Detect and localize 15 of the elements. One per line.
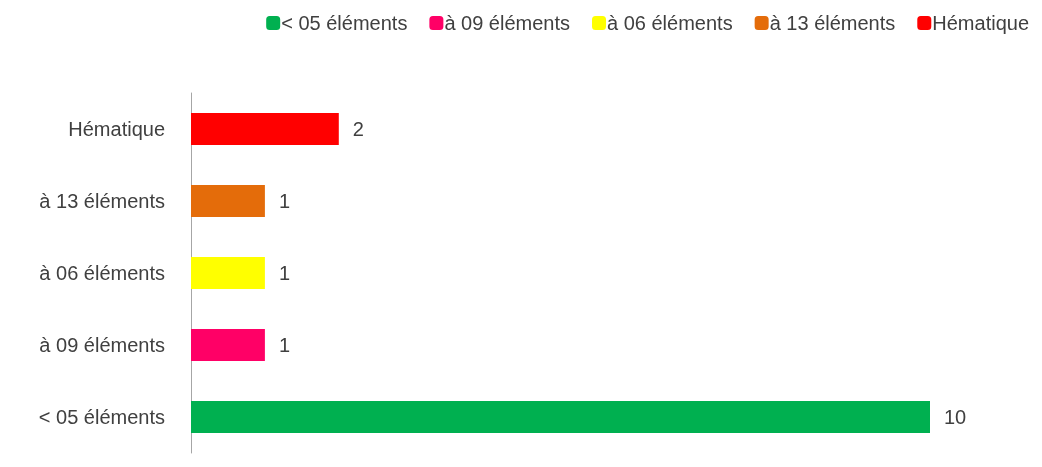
legend-label: Hématique [932,12,1029,34]
y-tick-label: < 05 éléments [38,406,165,428]
y-tick-label: à 06 éléments [39,262,165,284]
data-label: 2 [352,118,364,140]
legend-label: à 06 éléments [607,12,733,34]
y-tick-label: à 09 éléments [39,334,165,356]
data-label: 1 [278,190,291,212]
legend-label: à 09 éléments [444,12,571,34]
data-label: 1 [278,262,291,284]
data-label: 10 [944,406,967,428]
y-tick-label: Hématique [68,118,165,140]
y-tick-label: à 13 éléments [39,190,165,212]
legend-label: à 13 éléments [769,12,896,34]
data-label: 1 [278,334,291,356]
legend-label: < 05 éléments [281,12,408,34]
